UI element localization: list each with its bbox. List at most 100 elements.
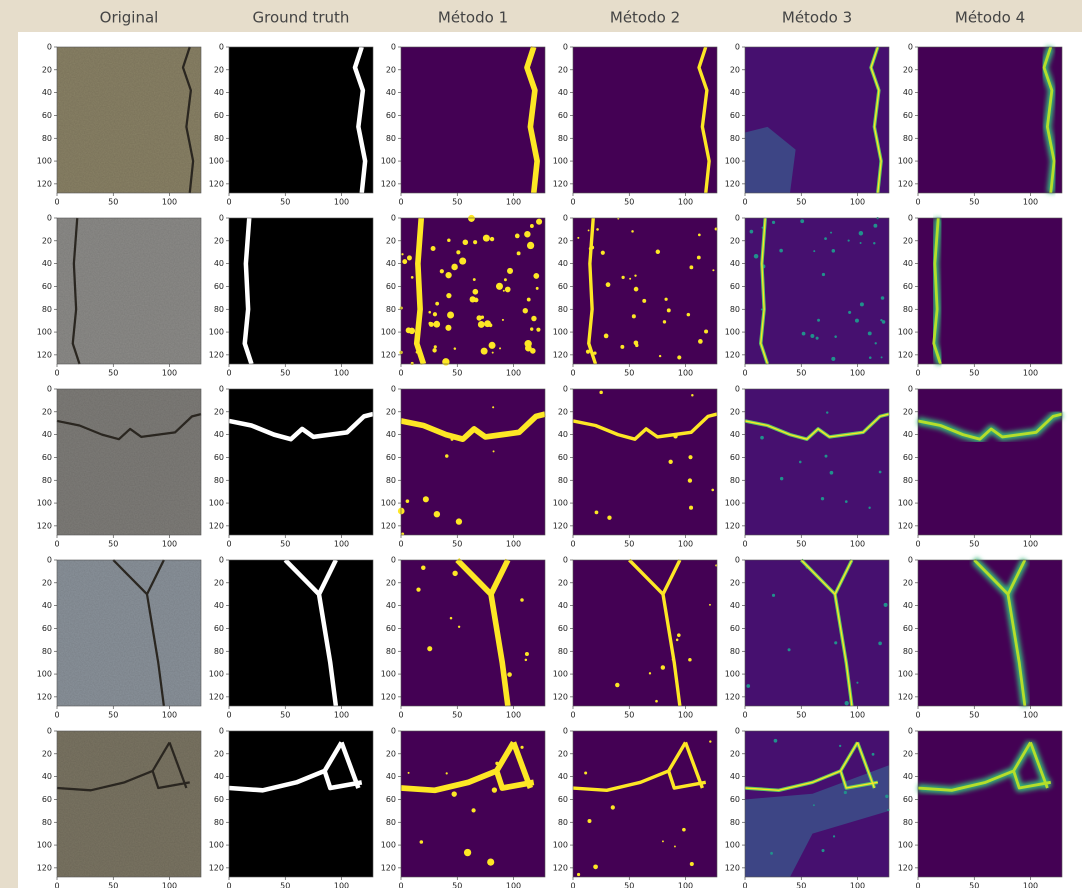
x-tick-label: 50 [796, 198, 806, 207]
x-tick-label: 0 [54, 882, 59, 888]
panel-content [745, 47, 889, 193]
speckle [454, 347, 456, 350]
y-tick-label: 20 [730, 749, 740, 758]
x-tick-label: 100 [850, 540, 865, 549]
image-panel: 020406080100120050100 [553, 556, 718, 720]
speckle [674, 846, 676, 848]
x-tick-label: 50 [280, 369, 290, 378]
speckle [856, 682, 858, 684]
speckle [468, 215, 475, 222]
speckle [709, 740, 711, 742]
speckle [445, 454, 448, 458]
speckle [450, 617, 453, 620]
speckle [631, 230, 633, 233]
y-tick-label: 100 [381, 328, 396, 337]
panel-content [918, 731, 1062, 877]
image-panel: 020406080100120050100 [37, 385, 201, 549]
y-tick-label: 40 [730, 601, 740, 610]
speckle [810, 334, 814, 338]
mask-background [229, 560, 373, 706]
y-tick-label: 80 [903, 647, 913, 656]
y-tick-label: 40 [42, 601, 52, 610]
y-tick-label: 20 [730, 407, 740, 416]
speckle [881, 296, 885, 300]
speckle [507, 268, 513, 274]
x-tick-label: 100 [334, 882, 349, 888]
y-tick-label: 60 [730, 795, 740, 804]
y-tick-label: 80 [214, 134, 224, 143]
y-tick-label: 60 [386, 624, 396, 633]
x-tick-label: 0 [398, 882, 403, 888]
image-panel: 020406080100120050100 [209, 556, 373, 720]
x-tick-label: 50 [108, 198, 118, 207]
x-tick-label: 100 [850, 882, 865, 888]
speckle [536, 328, 540, 332]
speckle [420, 840, 424, 844]
image-panel: 020406080100120050100 [553, 385, 717, 549]
y-tick-label: 0 [219, 556, 224, 565]
panel-content [229, 560, 373, 706]
speckle [687, 313, 690, 317]
y-tick-label: 60 [558, 795, 568, 804]
speckle [834, 641, 837, 644]
column-header: Método 2 [610, 9, 680, 27]
speckle [604, 334, 609, 339]
speckle [704, 329, 708, 333]
speckle [839, 745, 841, 747]
speckle [746, 684, 750, 688]
y-tick-label: 0 [908, 214, 913, 223]
y-tick-label: 60 [386, 453, 396, 462]
speckle [655, 700, 658, 703]
y-tick-label: 120 [209, 350, 224, 359]
x-tick-label: 0 [915, 198, 920, 207]
y-tick-label: 0 [47, 556, 52, 565]
x-tick-label: 0 [915, 540, 920, 549]
y-tick-label: 20 [386, 749, 396, 758]
y-tick-label: 40 [386, 259, 396, 268]
y-tick-label: 20 [903, 65, 913, 74]
speckle [620, 345, 624, 349]
image-panel: 020406080100120050100 [898, 727, 1062, 888]
speckle [676, 639, 678, 642]
mask-background [918, 560, 1062, 706]
y-tick-label: 120 [898, 692, 913, 701]
y-tick-label: 120 [725, 521, 740, 530]
image-panel: 020406080100120050100 [553, 727, 717, 888]
y-tick-label: 80 [730, 647, 740, 656]
speckle [446, 293, 451, 298]
speckle [507, 672, 512, 677]
panel-content [229, 731, 373, 877]
speckle [596, 228, 599, 231]
y-tick-label: 60 [903, 111, 913, 120]
x-tick-label: 0 [570, 369, 575, 378]
speckle [459, 257, 466, 264]
speckle [524, 231, 530, 237]
column-header: Método 3 [782, 9, 852, 27]
y-tick-label: 60 [214, 282, 224, 291]
y-tick-label: 120 [381, 179, 396, 188]
speckle [536, 287, 539, 290]
mask-background [573, 218, 717, 364]
y-tick-label: 100 [725, 670, 740, 679]
panel-content [401, 731, 545, 877]
y-tick-label: 40 [386, 772, 396, 781]
y-tick-label: 0 [219, 214, 224, 223]
y-tick-label: 120 [898, 521, 913, 530]
speckle [409, 328, 415, 335]
speckle [832, 249, 835, 253]
y-tick-label: 60 [386, 795, 396, 804]
x-tick-label: 50 [969, 369, 979, 378]
x-tick-label: 100 [334, 369, 349, 378]
speckle [416, 587, 420, 591]
x-tick-label: 100 [162, 711, 177, 720]
speckle [474, 298, 479, 303]
panel-content [229, 218, 373, 364]
column-header: Método 1 [438, 9, 508, 27]
mask-background [229, 218, 373, 364]
speckle [423, 496, 429, 502]
speckle [873, 224, 877, 228]
y-tick-label: 60 [386, 282, 396, 291]
y-tick-label: 60 [903, 282, 913, 291]
speckle [698, 234, 701, 237]
y-tick-label: 20 [730, 65, 740, 74]
